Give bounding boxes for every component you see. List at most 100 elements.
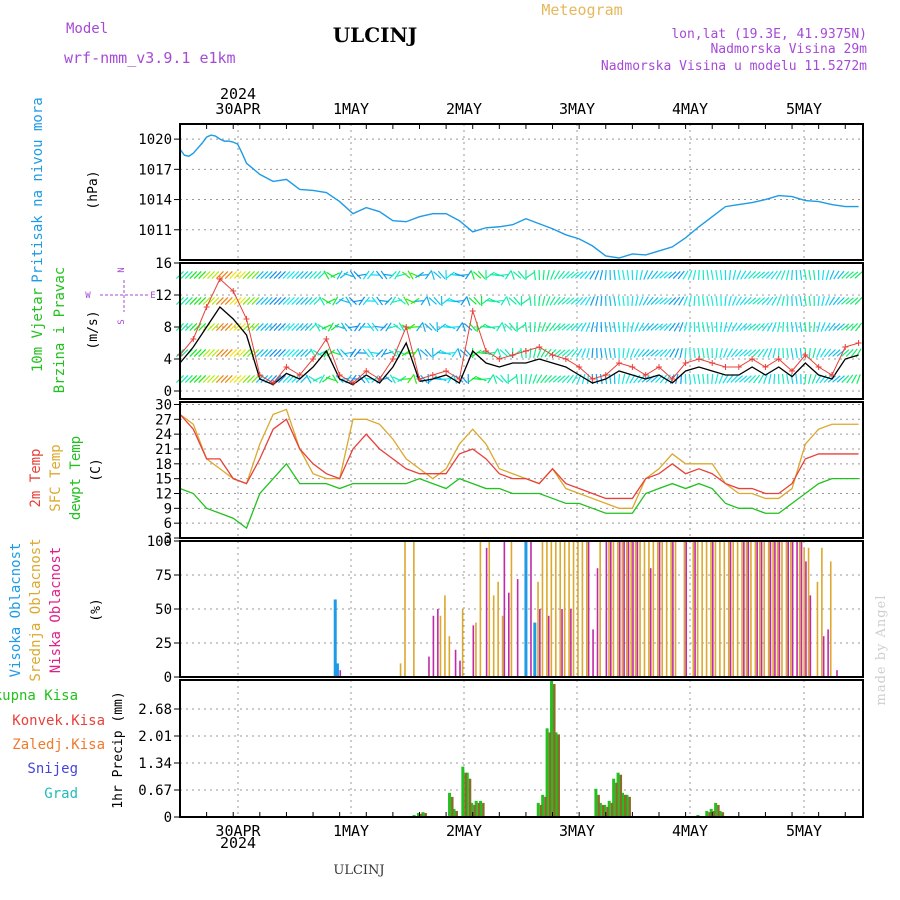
wind-arrow (247, 297, 255, 305)
wind-arrow (538, 295, 541, 307)
wind-arrow (706, 269, 710, 281)
mid-cloud-bar (763, 541, 766, 677)
conv-precip-bar (477, 802, 481, 817)
wind-arrow (269, 323, 278, 331)
total-precip-bar (550, 680, 554, 817)
wind-arrow (849, 271, 859, 279)
wind-arrow (300, 323, 309, 331)
low-cloud-bar (787, 541, 790, 677)
panel-frame (179, 679, 864, 818)
wind-arrow (536, 348, 542, 358)
wind-arrow (687, 270, 693, 280)
wind-arrow (233, 375, 242, 383)
low-cloud-bar (672, 541, 674, 677)
wind-arrow (418, 274, 429, 276)
wind-arrow (799, 269, 803, 281)
wind-arrow (739, 349, 748, 357)
low-cloud-bar (805, 561, 807, 677)
wind-arrow (286, 323, 295, 331)
wind-arrow (756, 297, 766, 305)
mid-cloud-bar (399, 663, 402, 677)
wind-arrow (807, 374, 812, 384)
wind-arrow (492, 374, 498, 384)
wind-arrow (464, 323, 473, 331)
wind-arrow (663, 297, 673, 305)
mid-cloud-bar (803, 547, 805, 677)
wind-arrow (335, 297, 344, 305)
wind-gust-marker (602, 372, 609, 378)
wind-arrow (367, 322, 375, 332)
wind-arrow (273, 375, 282, 383)
wind-gust-marker (722, 364, 729, 370)
wind-arrow (429, 322, 437, 332)
wind-arrow (829, 270, 835, 280)
y-tick-label: 0 (164, 384, 172, 400)
mid-cloud-bar (479, 541, 482, 677)
mid-cloud-bar (656, 541, 659, 677)
mid-cloud-bar (781, 541, 783, 677)
conv-precip-bar (548, 732, 552, 817)
total-precip-bar (714, 802, 718, 817)
wind-arrow (727, 322, 733, 332)
wind-arrow (202, 297, 211, 305)
mid-cloud-bar (670, 541, 672, 677)
wind-arrow (309, 271, 318, 279)
wind-arrow (189, 271, 198, 279)
wind-arrow (736, 270, 742, 280)
wind-arrow (436, 351, 447, 355)
total-precip-bar (412, 814, 416, 817)
y-tick-label: 16 (155, 256, 172, 272)
wind-arrow (581, 348, 587, 358)
wind-arrow (832, 375, 841, 383)
wind-arrow (633, 348, 640, 358)
mid-cloud-bar (634, 541, 637, 677)
low-cloud-ylabel: Niska Oblacnost (48, 547, 64, 673)
wind-arrow (260, 349, 269, 357)
wind-arrow (828, 296, 836, 306)
conv-precip-bar (712, 810, 716, 817)
low-cloud-bar (796, 541, 798, 677)
wind-arrow (336, 348, 343, 358)
wind-arrow (291, 297, 300, 305)
wind-arrow (327, 322, 334, 332)
wind-ylabel: 10m Vjetar (30, 288, 46, 372)
wind-arrow (743, 297, 752, 305)
low-cloud-bar (774, 541, 776, 677)
wind-arrow (295, 271, 304, 279)
wind-arrow (504, 323, 513, 331)
wind-arrow (421, 322, 426, 332)
wind-arrow (313, 271, 322, 279)
wind-arrow (260, 375, 269, 383)
wind-arrow (229, 297, 238, 305)
wind-arrow (220, 297, 229, 305)
low-cloud-bar (547, 615, 550, 677)
wind-gust-marker (416, 376, 423, 382)
wind-arrow (785, 269, 790, 281)
wind-arrow (242, 271, 251, 279)
wind-arrow (654, 349, 664, 357)
wind-arrow (295, 349, 304, 357)
wind-arrow (659, 323, 668, 331)
wind-arrow (309, 323, 318, 331)
total-precip-bar (718, 810, 722, 817)
wind-arrow (650, 323, 659, 331)
wind-arrow (528, 373, 533, 385)
mid-cloud-bar (630, 541, 632, 677)
wind-arrow (339, 298, 350, 304)
wind-arrow (309, 297, 318, 305)
wind-arrow (508, 375, 518, 383)
y-tick-label: 1020 (138, 132, 172, 148)
legend-hail: Grad (44, 786, 78, 802)
wind-arrow (401, 271, 411, 279)
wind-arrow (688, 295, 692, 307)
top-day-label: 30APR (215, 100, 261, 118)
high-cloud-ylabel: Visoka Oblacnost (8, 543, 24, 678)
wind-arrow (631, 295, 634, 307)
wind-arrow (269, 349, 278, 357)
y-tick-label: 0 (164, 670, 172, 686)
wind-arrow (786, 373, 790, 385)
top-day-label: 3MAY (559, 100, 595, 118)
wind-arrow (589, 270, 596, 280)
compass-e: E (150, 291, 155, 301)
wind-arrow (332, 374, 339, 384)
